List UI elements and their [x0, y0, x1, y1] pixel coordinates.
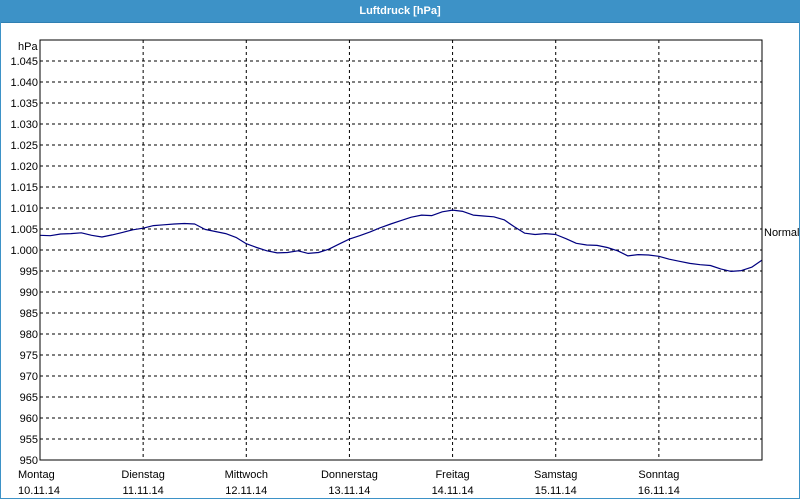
plot-area-border	[39, 39, 763, 461]
y-tick-label: 965	[20, 392, 38, 404]
x-tick-date-label: 13.11.14	[328, 485, 370, 497]
x-axis-ticks: Montag 10.11.14 Dienstag 11.11.14 Mittwoch 12…	[18, 469, 680, 497]
y-axis-label: hPa	[18, 41, 38, 53]
y-tick-label: 1.010	[10, 203, 38, 215]
y-tick-label: 960	[20, 413, 38, 425]
y-tick-label: 995	[20, 266, 38, 278]
y-tick-label: 1.005	[10, 224, 38, 236]
y-tick-label: 1.020	[10, 161, 38, 173]
x-tick-day-label: Montag	[18, 469, 55, 481]
y-tick-label: 975	[20, 350, 38, 362]
y-tick-label: 1.035	[10, 98, 38, 110]
y-tick-label: 1.015	[10, 182, 38, 194]
x-tick-date-label: 15.11.14	[535, 485, 577, 497]
x-tick-day-label: Donnerstag	[321, 469, 378, 481]
y-tick-label: 990	[20, 287, 38, 299]
y-tick-label: 985	[20, 308, 38, 320]
y-tick-label: 980	[20, 329, 38, 341]
x-tick-day-label: Sonntag	[638, 469, 679, 481]
chart-title: Luftdruck [hPa]	[0, 0, 800, 23]
x-tick-date-label: 14.11.14	[432, 485, 474, 497]
x-tick-day-label: Mittwoch	[225, 469, 268, 481]
grid-lines	[40, 40, 762, 460]
series-group	[39, 209, 763, 272]
x-tick-date-label: 10.11.14	[18, 485, 60, 497]
y-tick-label: 950	[20, 455, 38, 467]
y-tick-label: 1.045	[10, 56, 38, 68]
x-tick-date-label: 11.11.14	[123, 485, 164, 497]
y-tick-label: 1.025	[10, 140, 38, 152]
x-tick-day-label: Freitag	[435, 469, 469, 481]
pressure-series-line	[39, 209, 763, 272]
x-tick-day-label: Samstag	[534, 469, 577, 481]
y-axis-ticks: 950 955 960 965 970 975 980 985 990 995 1.000 1.005…	[10, 56, 38, 467]
y-tick-label: 1.040	[10, 77, 38, 89]
x-tick-date-label: 12.11.14	[225, 485, 267, 497]
x-tick-day-label: Dienstag	[121, 469, 164, 481]
y-tick-label: 1.030	[10, 119, 38, 131]
y-tick-label: 955	[20, 434, 38, 446]
y-tick-label: 970	[20, 371, 38, 383]
x-tick-date-label: 16.11.14	[638, 485, 680, 497]
y-tick-label: 1.000	[10, 245, 38, 257]
normal-reference-label: Normal	[764, 227, 799, 239]
